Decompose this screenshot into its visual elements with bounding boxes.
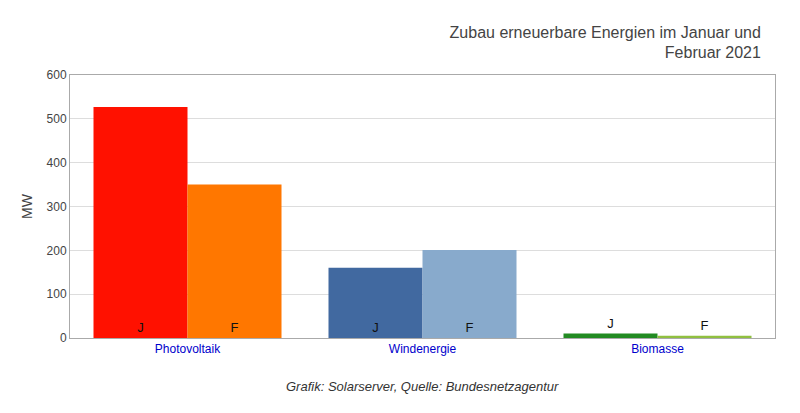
svg-text:F: F [466, 320, 474, 335]
svg-text:Biomasse: Biomasse [631, 342, 684, 356]
svg-text:500: 500 [47, 112, 67, 126]
svg-text:0: 0 [60, 331, 67, 345]
svg-text:Zubau erneuerbare Energien im: Zubau erneuerbare Energien im Januar und… [450, 24, 761, 62]
svg-text:300: 300 [47, 200, 67, 214]
svg-text:200: 200 [47, 244, 67, 258]
svg-text:J: J [137, 320, 144, 335]
svg-text:F: F [231, 320, 239, 335]
svg-text:J: J [607, 316, 614, 331]
svg-text:Photovoltaik: Photovoltaik [155, 342, 221, 356]
svg-text:F: F [701, 318, 709, 333]
svg-text:400: 400 [47, 156, 67, 170]
svg-text:100: 100 [47, 287, 67, 301]
svg-text:MW: MW [19, 193, 35, 219]
svg-text:600: 600 [47, 68, 67, 82]
svg-text:Grafik: Solarserver, Quelle: B: Grafik: Solarserver, Quelle: Bundesnetza… [286, 379, 559, 394]
svg-text:Windenergie: Windenergie [389, 342, 457, 356]
svg-text:J: J [372, 320, 379, 335]
